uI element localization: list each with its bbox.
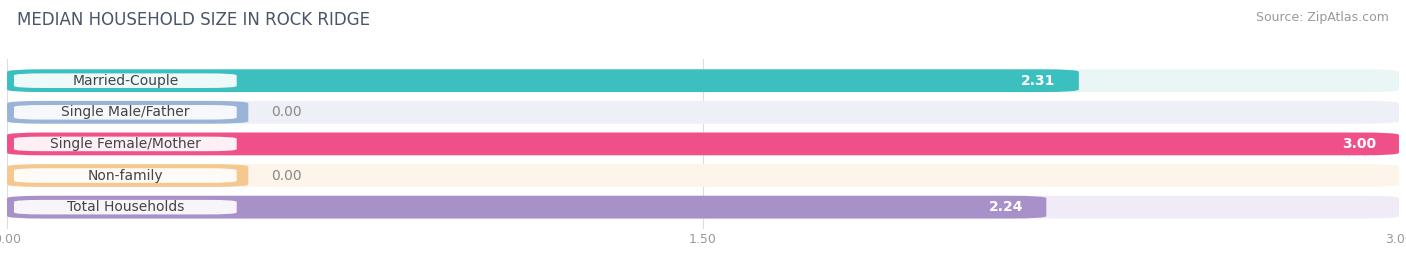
Text: Married-Couple: Married-Couple <box>72 74 179 88</box>
FancyBboxPatch shape <box>7 69 1078 92</box>
FancyBboxPatch shape <box>7 196 1046 218</box>
Text: 2.24: 2.24 <box>988 200 1024 214</box>
FancyBboxPatch shape <box>7 133 1399 155</box>
Text: Single Female/Mother: Single Female/Mother <box>49 137 201 151</box>
Text: Single Male/Father: Single Male/Father <box>60 105 190 119</box>
FancyBboxPatch shape <box>7 164 249 187</box>
Text: 0.00: 0.00 <box>271 169 302 183</box>
FancyBboxPatch shape <box>7 133 1399 155</box>
FancyBboxPatch shape <box>14 73 236 88</box>
Text: 3.00: 3.00 <box>1341 137 1376 151</box>
FancyBboxPatch shape <box>7 164 1399 187</box>
Text: 2.31: 2.31 <box>1021 74 1056 88</box>
FancyBboxPatch shape <box>7 196 1399 218</box>
Text: MEDIAN HOUSEHOLD SIZE IN ROCK RIDGE: MEDIAN HOUSEHOLD SIZE IN ROCK RIDGE <box>17 11 370 29</box>
Text: 0.00: 0.00 <box>271 105 302 119</box>
Text: Non-family: Non-family <box>87 169 163 183</box>
FancyBboxPatch shape <box>7 101 1399 124</box>
FancyBboxPatch shape <box>14 200 236 214</box>
FancyBboxPatch shape <box>14 105 236 120</box>
FancyBboxPatch shape <box>14 137 236 151</box>
Text: Source: ZipAtlas.com: Source: ZipAtlas.com <box>1256 11 1389 24</box>
FancyBboxPatch shape <box>7 101 249 124</box>
FancyBboxPatch shape <box>14 168 236 183</box>
Text: Total Households: Total Households <box>66 200 184 214</box>
FancyBboxPatch shape <box>7 69 1399 92</box>
